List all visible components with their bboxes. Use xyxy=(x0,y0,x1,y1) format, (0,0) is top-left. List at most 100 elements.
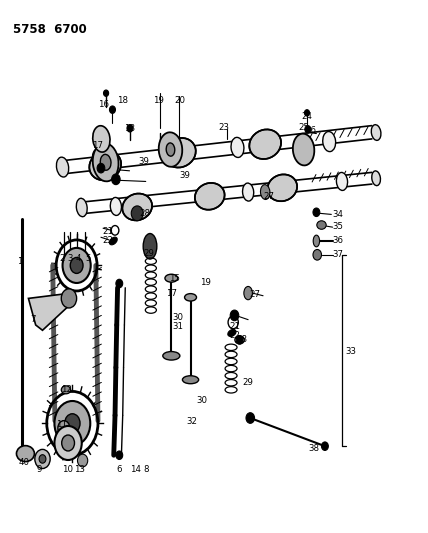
Ellipse shape xyxy=(323,132,336,151)
Ellipse shape xyxy=(110,237,117,245)
Circle shape xyxy=(77,454,88,467)
Text: 17: 17 xyxy=(166,288,177,297)
Text: 7: 7 xyxy=(30,315,36,324)
Text: 23: 23 xyxy=(218,123,229,132)
Text: 28: 28 xyxy=(140,209,150,218)
Circle shape xyxy=(230,310,239,321)
Text: 39: 39 xyxy=(180,171,190,180)
Text: 19: 19 xyxy=(200,278,211,287)
Ellipse shape xyxy=(122,193,152,220)
Text: 6: 6 xyxy=(116,465,122,474)
Text: 36: 36 xyxy=(332,237,343,246)
Circle shape xyxy=(110,106,116,114)
Circle shape xyxy=(131,206,143,221)
Circle shape xyxy=(97,164,105,173)
Ellipse shape xyxy=(56,157,68,177)
Text: 28: 28 xyxy=(236,335,247,344)
Circle shape xyxy=(305,126,311,133)
Ellipse shape xyxy=(268,174,297,201)
Text: 40: 40 xyxy=(19,458,30,466)
Text: 25: 25 xyxy=(298,123,309,132)
Ellipse shape xyxy=(93,126,110,152)
Circle shape xyxy=(39,455,46,463)
Ellipse shape xyxy=(159,132,182,167)
Text: 22: 22 xyxy=(103,237,114,246)
Circle shape xyxy=(116,451,123,459)
Circle shape xyxy=(54,401,90,446)
Circle shape xyxy=(112,174,120,184)
Circle shape xyxy=(116,279,123,288)
Ellipse shape xyxy=(93,143,119,181)
Ellipse shape xyxy=(92,149,105,168)
Text: 5758  6700: 5758 6700 xyxy=(14,23,87,36)
Text: 16: 16 xyxy=(98,100,109,109)
Circle shape xyxy=(313,249,321,260)
Ellipse shape xyxy=(76,198,87,217)
Ellipse shape xyxy=(182,376,199,384)
Text: 4: 4 xyxy=(76,254,81,263)
Text: 20: 20 xyxy=(174,96,185,105)
Text: 3: 3 xyxy=(68,254,73,263)
Circle shape xyxy=(62,248,91,283)
Ellipse shape xyxy=(164,138,196,167)
Ellipse shape xyxy=(336,173,348,190)
Text: 34: 34 xyxy=(332,210,343,219)
Text: 30: 30 xyxy=(172,312,183,321)
Ellipse shape xyxy=(231,138,244,157)
Circle shape xyxy=(304,110,309,116)
Text: 32: 32 xyxy=(186,417,197,426)
Text: 19: 19 xyxy=(153,96,164,105)
Text: 10: 10 xyxy=(62,465,73,474)
Text: 27: 27 xyxy=(263,192,274,201)
Circle shape xyxy=(35,449,50,469)
Text: 27: 27 xyxy=(249,289,260,298)
Text: 29: 29 xyxy=(144,249,155,258)
Text: 17: 17 xyxy=(92,141,104,150)
Ellipse shape xyxy=(261,184,270,199)
Text: 39: 39 xyxy=(138,157,149,166)
Circle shape xyxy=(54,426,82,460)
Text: 21: 21 xyxy=(103,228,114,237)
Circle shape xyxy=(236,336,243,344)
Text: 15: 15 xyxy=(169,273,180,282)
Ellipse shape xyxy=(249,130,281,159)
Text: 18: 18 xyxy=(124,124,135,133)
Text: 37: 37 xyxy=(332,251,343,260)
Circle shape xyxy=(62,435,74,451)
Ellipse shape xyxy=(243,183,254,201)
Text: 21: 21 xyxy=(229,321,240,330)
Circle shape xyxy=(321,442,328,450)
Ellipse shape xyxy=(163,352,180,360)
Text: 2: 2 xyxy=(60,254,65,263)
Ellipse shape xyxy=(61,386,71,394)
Text: 26: 26 xyxy=(306,126,317,135)
Text: 14: 14 xyxy=(130,465,141,474)
Text: 31: 31 xyxy=(172,321,183,330)
Ellipse shape xyxy=(372,171,380,185)
Circle shape xyxy=(61,289,77,308)
Text: 11: 11 xyxy=(56,421,67,430)
Text: 38: 38 xyxy=(309,444,320,453)
Circle shape xyxy=(313,208,320,216)
Text: 22: 22 xyxy=(229,331,240,340)
Text: 8: 8 xyxy=(143,465,149,474)
Circle shape xyxy=(104,90,109,96)
Ellipse shape xyxy=(100,155,111,170)
Ellipse shape xyxy=(110,197,122,215)
Ellipse shape xyxy=(89,151,121,180)
Text: 13: 13 xyxy=(74,465,85,474)
Circle shape xyxy=(65,414,80,433)
Ellipse shape xyxy=(143,233,157,259)
Text: 1: 1 xyxy=(17,257,23,265)
Ellipse shape xyxy=(293,134,314,165)
Text: 18: 18 xyxy=(117,96,128,105)
Text: 35: 35 xyxy=(332,222,343,231)
Circle shape xyxy=(70,257,83,273)
Text: 29: 29 xyxy=(243,378,253,387)
Polygon shape xyxy=(28,293,71,330)
Text: 5: 5 xyxy=(86,254,91,263)
Text: 24: 24 xyxy=(301,112,312,121)
Ellipse shape xyxy=(166,143,175,156)
Ellipse shape xyxy=(317,221,326,229)
Text: 9: 9 xyxy=(36,465,42,474)
